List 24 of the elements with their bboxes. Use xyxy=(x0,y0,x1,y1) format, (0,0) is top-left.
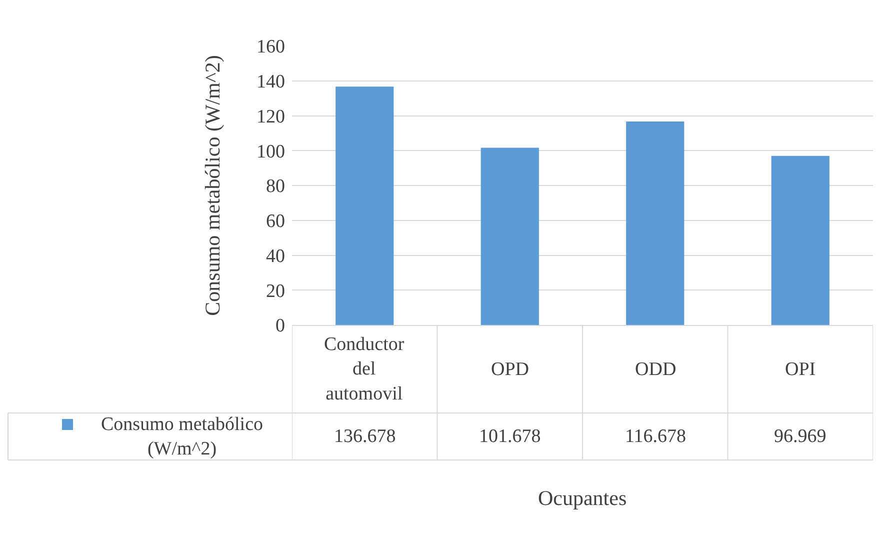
x-tick-label: OPD xyxy=(491,359,530,380)
y-tick-label: 140 xyxy=(256,72,285,93)
bar xyxy=(626,122,684,325)
y-tick-label: 160 xyxy=(256,36,285,58)
y-tick-label: 80 xyxy=(266,176,285,198)
data-label: 101.678 xyxy=(479,426,541,447)
x-tick-label: OPI xyxy=(785,359,816,380)
y-axis-title: Consumo metabólico (W/m^2) xyxy=(200,55,225,316)
data-label: 116.678 xyxy=(625,426,686,447)
bar xyxy=(480,148,539,325)
bar xyxy=(771,156,830,325)
y-tick-label: 20 xyxy=(266,280,285,302)
data-label: 136.678 xyxy=(334,426,396,447)
y-tick-label: 60 xyxy=(266,211,285,232)
x-tick-label: Conductor del automovil xyxy=(324,334,405,404)
y-tick-label: 100 xyxy=(256,141,285,162)
data-label: 96.969 xyxy=(774,426,826,447)
legend-label: Consumo metabólico (W/m^2) xyxy=(101,414,264,460)
bar xyxy=(336,86,394,325)
y-tick-label: 40 xyxy=(266,246,285,267)
y-tick-label: 120 xyxy=(256,106,285,128)
x-axis-title: Ocupantes xyxy=(538,486,627,510)
y-tick-label: 0 xyxy=(276,316,285,337)
x-tick-label: ODD xyxy=(635,359,676,380)
